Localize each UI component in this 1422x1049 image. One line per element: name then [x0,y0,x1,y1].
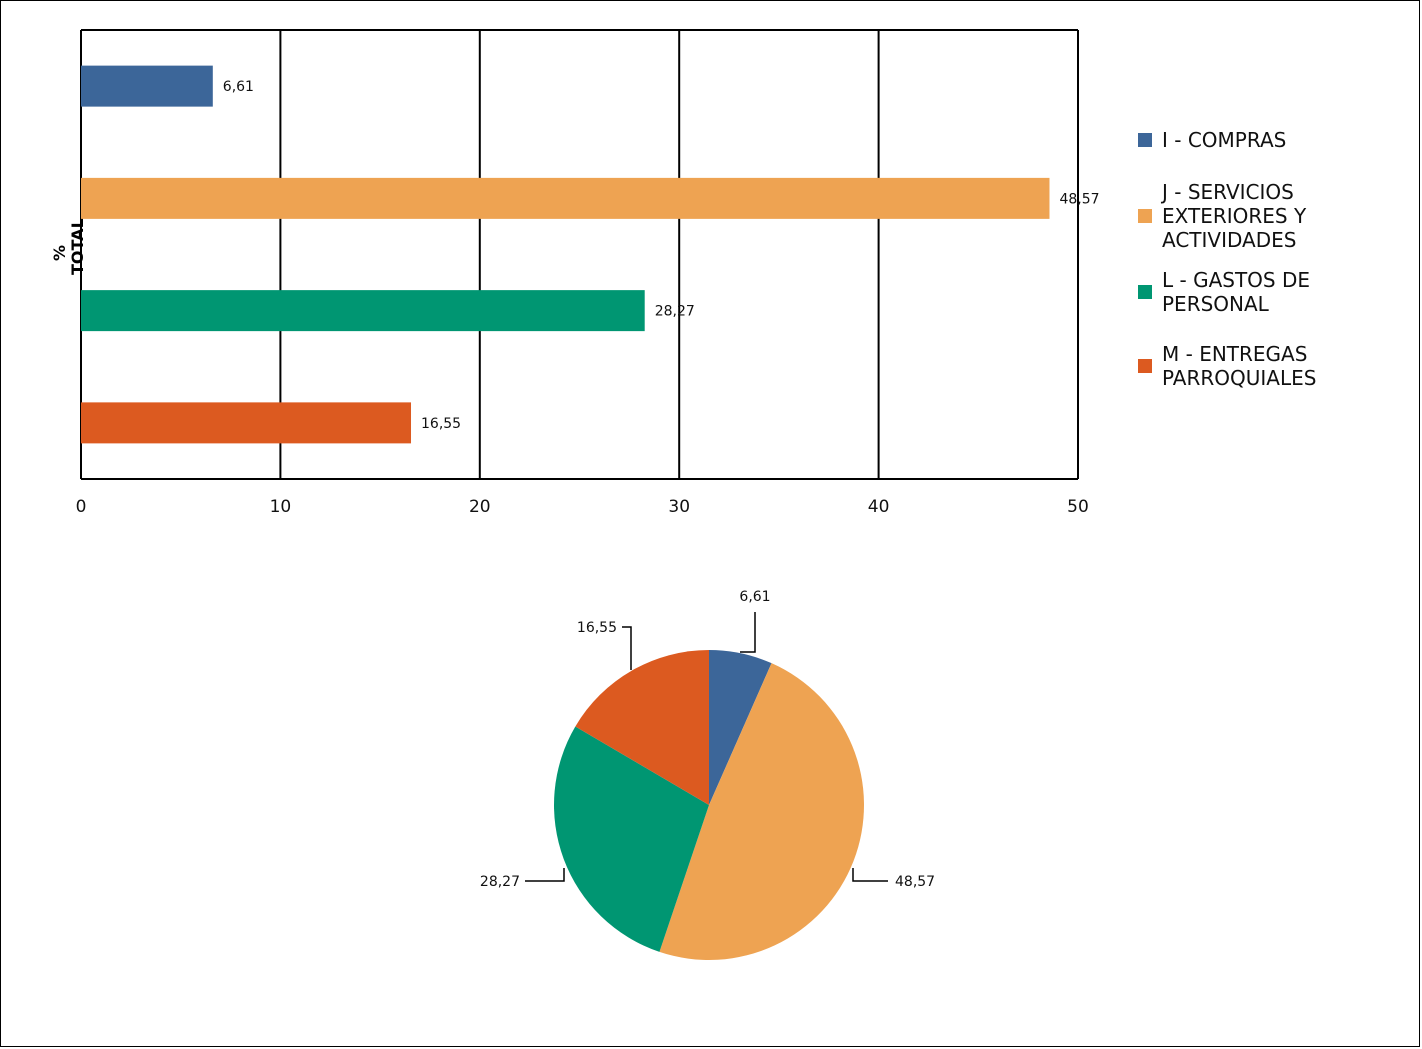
bar [81,290,645,332]
bar-data-label: 28,27 [655,304,695,320]
pie-leader-line [740,612,756,653]
pie-leader-line [622,626,632,670]
pie-data-label: 16,55 [577,620,617,636]
legend-label-line: M - ENTREGAS [1162,342,1308,366]
x-tick-label: 50 [1067,497,1089,517]
pie-data-label: 28,27 [480,874,520,890]
legend-label-line: J - SERVICIOS [1162,180,1294,204]
legend-label-line: PARROQUIALES [1162,366,1317,390]
legend-label: I - COMPRAS [1162,128,1402,152]
legend-label-line: L - GASTOS DE [1162,268,1310,292]
bar [81,177,1050,219]
legend-label: M - ENTREGAS PARROQUIALES [1162,342,1402,390]
pie-leader-line [525,868,565,882]
pie-slice [659,663,864,960]
legend-label-line: PERSONAL [1162,292,1269,316]
legend-swatch [1138,133,1152,147]
legend-label-line: I - COMPRAS [1162,128,1287,152]
legend-item: L - GASTOS DE PERSONAL [1138,268,1408,316]
pie-slice [554,726,709,952]
legend-label: L - GASTOS DE PERSONAL [1162,268,1402,316]
bar [81,65,213,107]
pie-leader-line [852,868,888,882]
pie-data-label: 48,57 [895,874,935,890]
bar [81,402,412,444]
legend-label-line: EXTERIORES Y [1162,204,1307,228]
legend-swatch [1138,285,1152,299]
legend-label: J - SERVICIOS EXTERIORES Y ACTIVIDADES [1162,180,1402,252]
x-tick-label: 30 [668,497,690,517]
x-tick-label: 40 [868,497,890,517]
legend-label-line: ACTIVIDADES [1162,228,1297,252]
pie-slice [709,650,772,805]
bar-data-label: 6,61 [223,79,254,95]
bar-data-label: 16,55 [421,416,461,432]
legend-swatch [1138,359,1152,373]
pie-slice [575,650,709,805]
x-tick-label: 0 [76,497,87,517]
pie-data-label: 6,61 [739,589,770,605]
legend-item: M - ENTREGAS PARROQUIALES [1138,342,1408,390]
legend-item: I - COMPRAS [1138,128,1408,152]
x-tick-label: 10 [270,497,292,517]
legend-item: J - SERVICIOS EXTERIORES Y ACTIVIDADES [1138,180,1408,252]
legend-swatch [1138,209,1152,223]
x-tick-label: 20 [469,497,491,517]
bar-data-label: 48,57 [1059,191,1099,207]
